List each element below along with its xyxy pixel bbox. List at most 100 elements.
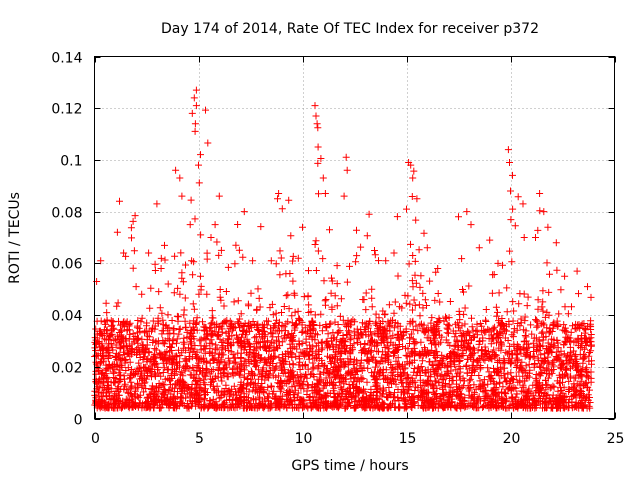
data-point [333,262,341,270]
data-point [236,315,244,323]
data-point [561,272,569,280]
data-point [440,376,448,384]
data-point [328,378,335,386]
data-point [186,319,194,327]
data-point [151,260,159,268]
data-point [508,393,516,401]
data-point [567,337,575,345]
data-point [191,386,199,394]
data-point [116,385,124,393]
data-point [207,332,215,340]
data-point [176,363,183,371]
data-point [409,306,416,314]
data-point [542,370,550,377]
data-point [136,328,144,336]
data-point [244,403,251,411]
data-point [461,394,469,402]
data-point [487,331,495,339]
data-point [213,344,221,352]
data-point [236,386,244,394]
data-point [546,384,554,392]
data-point [453,380,460,388]
data-point [183,390,191,398]
data-point [111,379,119,387]
data-point [209,356,217,364]
data-point [299,403,307,411]
data-point [544,339,552,347]
data-point [322,366,330,374]
data-point [251,334,259,342]
data-point [314,159,322,167]
data-point [492,334,500,342]
data-point [114,351,122,359]
data-point [289,367,297,375]
data-point [488,335,496,343]
data-point [277,254,285,262]
data-point [266,343,273,351]
data-point [234,297,242,305]
data-point [189,345,197,353]
data-point [476,337,484,345]
data-point [411,378,419,386]
data-point [151,322,159,330]
data-point [317,339,325,347]
data-point [289,257,297,265]
data-point [159,369,167,376]
data-point [304,365,312,373]
data-point [568,362,576,370]
data-point [186,221,194,229]
data-point [276,404,284,412]
data-point [138,290,146,298]
data-point [331,373,339,381]
data-point [119,320,127,328]
data-point [455,372,463,380]
data-point [237,338,245,346]
data-point [157,265,165,272]
data-point [375,404,383,412]
data-point [449,327,457,335]
data-point [409,252,417,259]
data-point [378,353,386,361]
data-point [522,337,530,345]
data-point [193,392,201,400]
data-point [101,318,109,326]
data-point [173,353,181,361]
y-tick-label: 0.14 [51,51,82,67]
data-point [216,293,224,301]
data-point [516,322,524,330]
data-point [321,361,329,369]
data-point [252,400,260,408]
data-point [268,338,276,346]
data-point [349,369,357,377]
data-point [382,257,390,265]
data-point [439,383,447,391]
data-point [408,400,416,408]
data-point [434,290,442,297]
data-point [506,380,514,388]
data-point [420,390,428,398]
x-tick-label: 20 [503,431,521,447]
data-point [130,247,138,255]
data-point [271,364,279,372]
data-point [245,302,252,310]
data-point [523,372,531,380]
data-point [583,364,591,372]
data-point [242,331,249,339]
data-point [288,369,295,377]
data-point [148,368,156,375]
data-point [497,339,505,347]
data-point [98,370,106,378]
data-point [515,300,523,308]
data-point [110,337,118,345]
data-point [532,234,539,241]
data-point [247,402,255,410]
data-point [103,329,111,337]
data-point [471,333,478,341]
data-point [472,385,480,393]
data-point [397,394,405,402]
data-point [529,392,537,400]
data-point [511,222,519,230]
data-point [442,380,449,387]
data-point [395,335,403,343]
data-point [312,342,320,350]
